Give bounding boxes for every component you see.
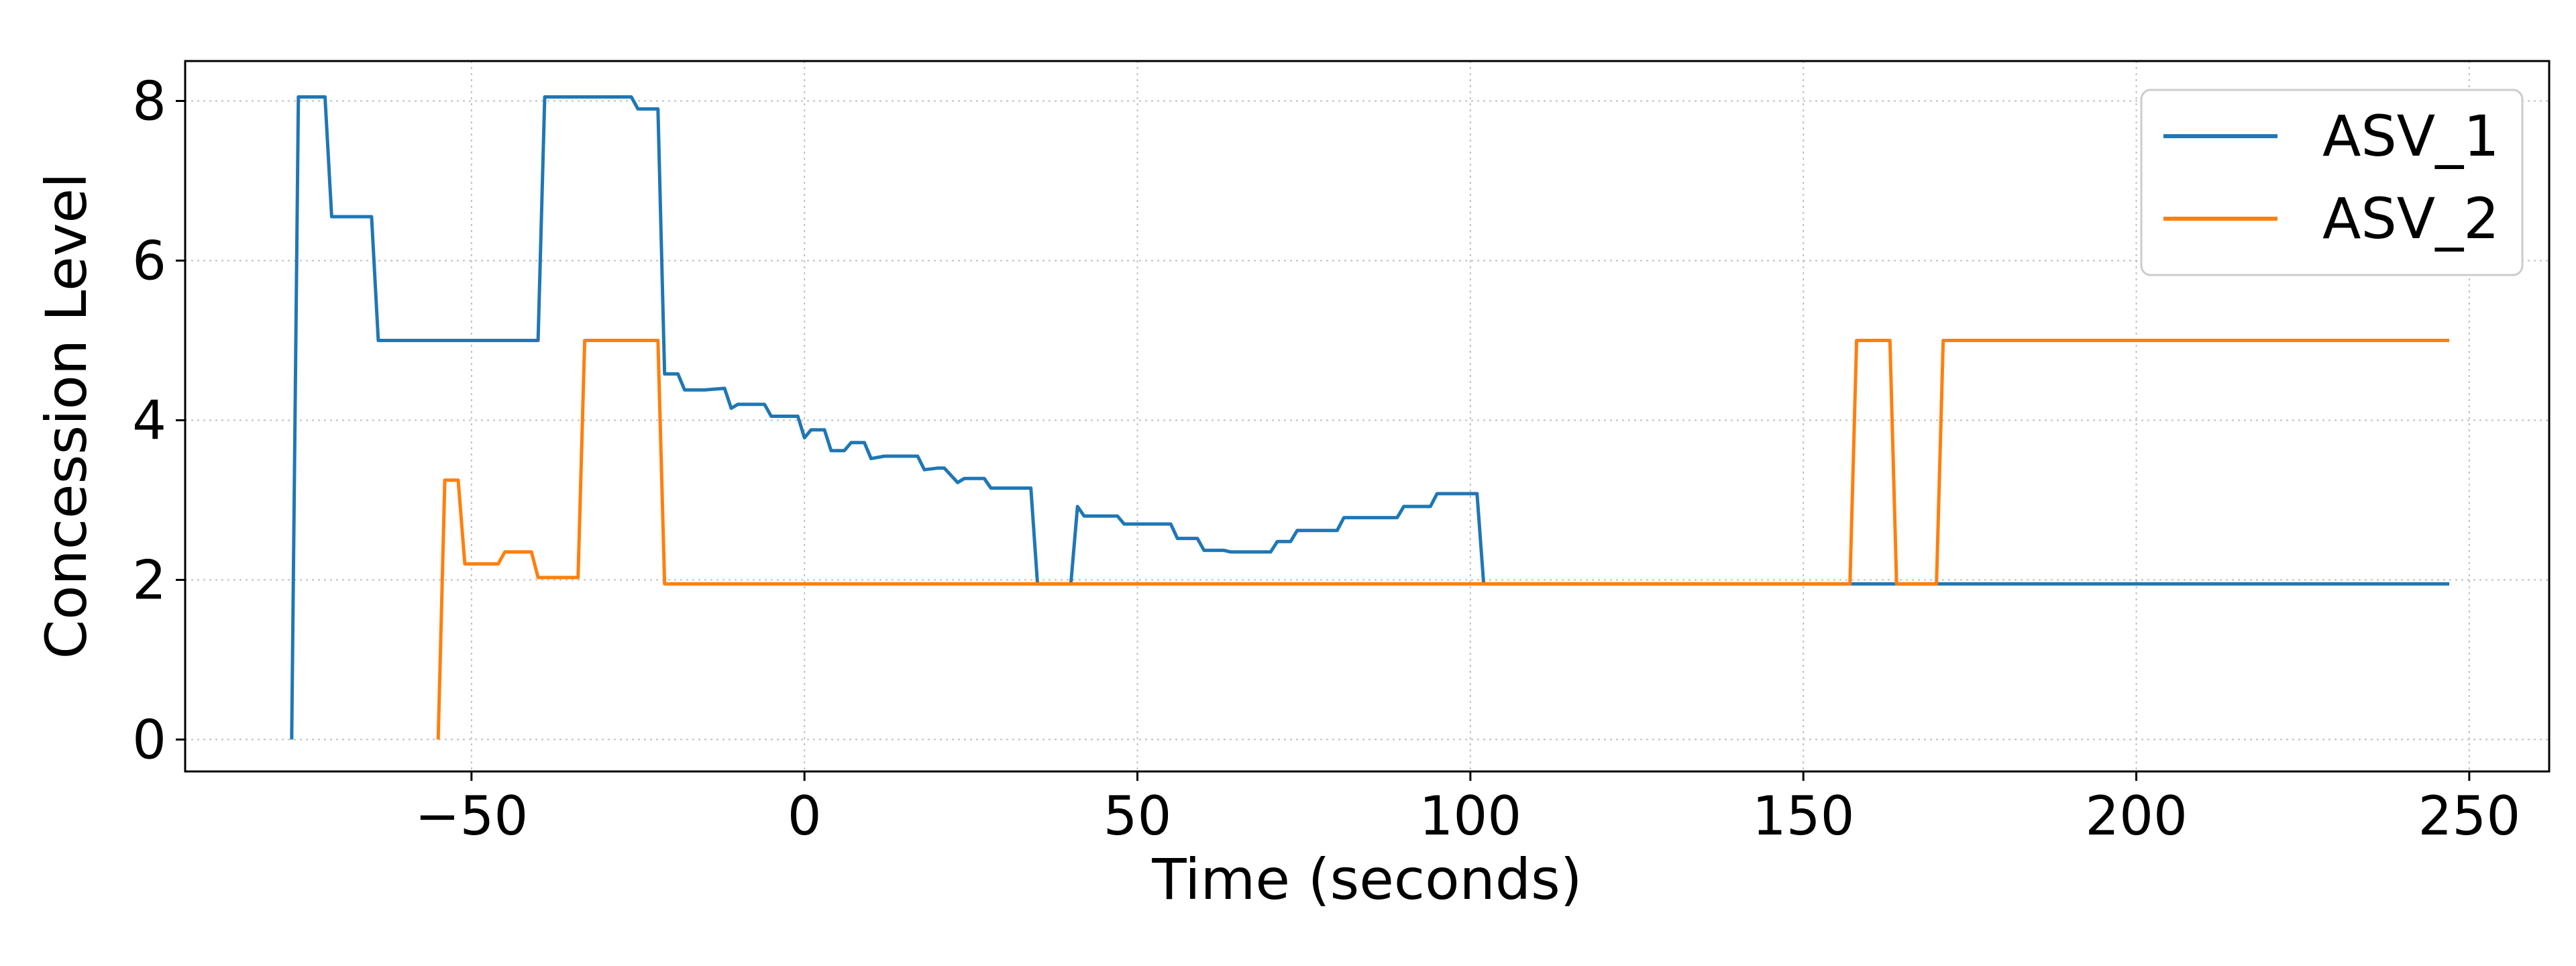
axis-ticks: −50 0 50 100 150 200 250 0 2 4 6 8 [132, 70, 2520, 847]
plot-frame [184, 60, 2551, 773]
data-series [290, 95, 2450, 740]
legend-label-asv-1: ASV_1 [2322, 103, 2500, 169]
y-axis-title: Concession Level [34, 172, 99, 659]
x-axis-title: Time (seconds) [1151, 847, 1582, 912]
y-tick-label: 0 [132, 708, 166, 771]
y-tick-label: 8 [132, 70, 166, 132]
x-tick-label: 0 [788, 785, 822, 847]
series-line-asv-2 [436, 339, 2450, 740]
x-tick-label: 150 [1752, 785, 1855, 847]
y-tick-label: 2 [132, 549, 166, 611]
series-line-asv-1 [290, 95, 2450, 740]
y-tick-label: 6 [132, 229, 166, 292]
x-tick-label: 50 [1104, 785, 1172, 847]
legend: ASV_1 ASV_2 [2140, 89, 2524, 276]
legend-label-asv-2: ASV_2 [2322, 186, 2500, 252]
x-tick-label: 250 [2418, 785, 2521, 847]
x-tick-label: −50 [415, 785, 528, 847]
y-tick-label: 4 [132, 389, 166, 451]
x-tick-label: 200 [2085, 785, 2188, 847]
x-tick-label: 100 [1419, 785, 1522, 847]
